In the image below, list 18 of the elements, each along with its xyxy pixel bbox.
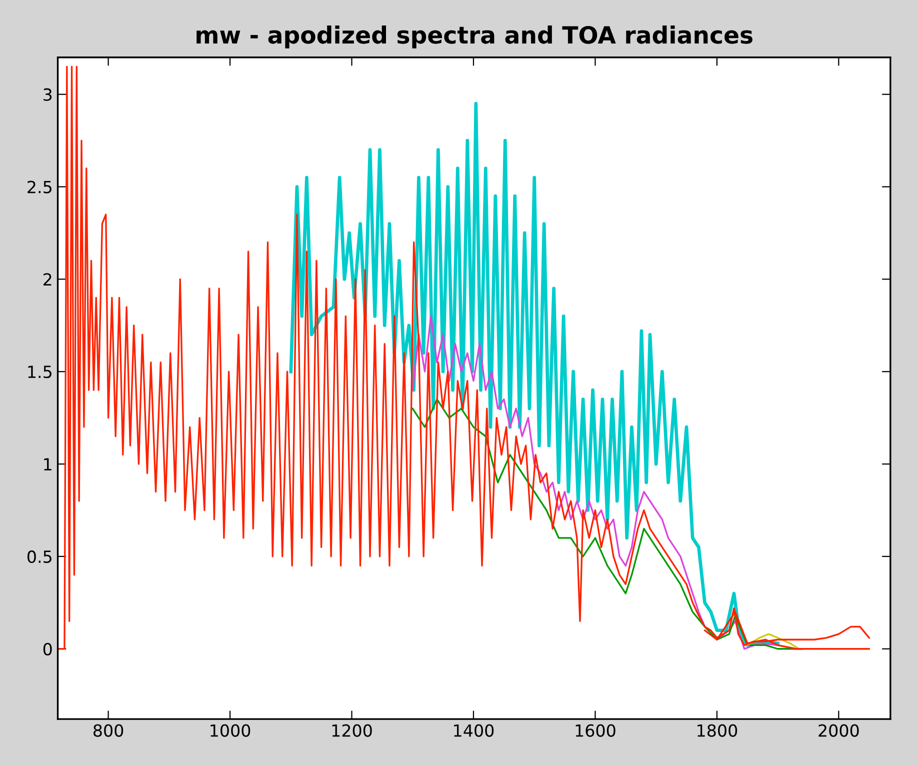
y-tick-label: 0.5: [28, 550, 52, 564]
line-series: [58, 66, 870, 650]
chart-title: mw - apodized spectra and TOA radiances: [196, 26, 752, 48]
y-tick-label: 2.5: [28, 180, 52, 194]
x-tick-label: 1400: [454, 724, 494, 737]
y-tick-label: 1.5: [28, 366, 52, 378]
x-tick-label: 1600: [576, 724, 616, 737]
x-tick-label: 2000: [818, 724, 859, 737]
x-tick-label: 1000: [210, 724, 250, 737]
x-tick-label: 800: [94, 724, 124, 737]
x-tick-label: 1800: [698, 724, 738, 737]
line-series: [746, 633, 800, 650]
y-tick-label: 3: [44, 88, 52, 101]
y-tick-label: 1: [44, 458, 52, 470]
x-tick-label: 1200: [332, 724, 372, 737]
line-series: [289, 102, 780, 647]
y-tick-label: 2: [44, 273, 52, 286]
y-tick-label: 0: [43, 642, 52, 656]
